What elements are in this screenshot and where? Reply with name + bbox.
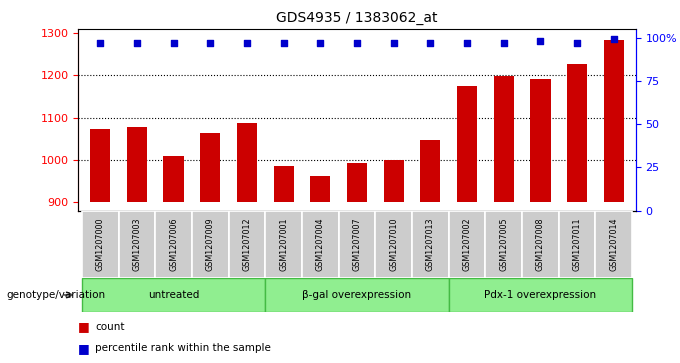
Bar: [82, 278, 265, 312]
Point: [241, 40, 252, 46]
Bar: [302, 211, 339, 278]
Text: GSM1207001: GSM1207001: [279, 217, 288, 271]
Point: [278, 40, 289, 46]
Text: untreated: untreated: [148, 290, 199, 300]
Text: GSM1207010: GSM1207010: [389, 217, 398, 271]
Bar: [567, 64, 588, 202]
Bar: [457, 86, 477, 202]
Text: GSM1207013: GSM1207013: [426, 217, 435, 271]
Title: GDS4935 / 1383062_at: GDS4935 / 1383062_at: [276, 11, 438, 25]
Bar: [82, 211, 118, 278]
Text: GSM1207009: GSM1207009: [206, 217, 215, 271]
Point: [131, 40, 142, 46]
Bar: [449, 278, 632, 312]
Bar: [596, 211, 632, 278]
Bar: [530, 79, 551, 202]
Text: GSM1207005: GSM1207005: [499, 217, 508, 271]
Bar: [449, 211, 486, 278]
Bar: [265, 211, 302, 278]
Point: [95, 40, 105, 46]
Bar: [420, 140, 441, 202]
Bar: [522, 211, 559, 278]
Text: GSM1207008: GSM1207008: [536, 217, 545, 271]
Bar: [90, 130, 110, 202]
Point: [535, 38, 546, 44]
Bar: [237, 123, 257, 202]
Text: β-gal overexpression: β-gal overexpression: [303, 290, 411, 300]
Bar: [155, 211, 192, 278]
Bar: [559, 211, 596, 278]
Text: GSM1207000: GSM1207000: [96, 217, 105, 271]
Bar: [163, 156, 184, 202]
Text: percentile rank within the sample: percentile rank within the sample: [95, 343, 271, 354]
Bar: [228, 211, 265, 278]
Bar: [265, 278, 449, 312]
Bar: [339, 211, 375, 278]
Bar: [486, 211, 522, 278]
Text: GSM1207004: GSM1207004: [316, 217, 325, 271]
Bar: [200, 133, 220, 202]
Text: ■: ■: [78, 342, 90, 355]
Bar: [384, 160, 404, 202]
Point: [205, 40, 216, 46]
Text: Pdx-1 overexpression: Pdx-1 overexpression: [484, 290, 596, 300]
Text: GSM1207002: GSM1207002: [462, 217, 471, 271]
Point: [498, 40, 509, 46]
Text: GSM1207011: GSM1207011: [573, 217, 581, 271]
Bar: [412, 211, 449, 278]
Bar: [273, 166, 294, 202]
Point: [388, 40, 399, 46]
Bar: [604, 40, 624, 202]
Text: genotype/variation: genotype/variation: [7, 290, 106, 300]
Text: count: count: [95, 322, 124, 332]
Text: GSM1207014: GSM1207014: [609, 217, 618, 271]
Point: [168, 40, 179, 46]
Point: [315, 40, 326, 46]
Bar: [118, 211, 155, 278]
Text: GSM1207003: GSM1207003: [133, 217, 141, 271]
Text: GSM1207006: GSM1207006: [169, 217, 178, 271]
Bar: [375, 211, 412, 278]
Bar: [126, 127, 147, 202]
Text: GSM1207012: GSM1207012: [243, 217, 252, 271]
Text: GSM1207007: GSM1207007: [352, 217, 362, 271]
Bar: [347, 163, 367, 202]
Point: [425, 40, 436, 46]
Bar: [494, 76, 514, 202]
Point: [609, 37, 619, 42]
Bar: [192, 211, 228, 278]
Point: [462, 40, 473, 46]
Point: [572, 40, 583, 46]
Point: [352, 40, 362, 46]
Bar: [310, 176, 330, 202]
Text: ■: ■: [78, 320, 90, 333]
